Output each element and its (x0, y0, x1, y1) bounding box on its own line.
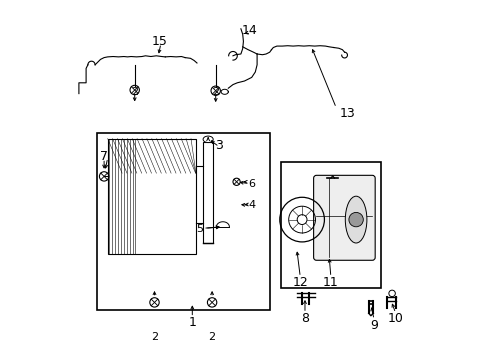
Ellipse shape (345, 196, 366, 243)
Text: 6: 6 (248, 179, 255, 189)
Text: 11: 11 (323, 276, 338, 289)
Bar (107, 139, 196, 254)
Text: 2: 2 (151, 332, 158, 342)
Text: 13: 13 (339, 107, 354, 120)
Bar (97, 133, 269, 310)
Text: 10: 10 (387, 312, 403, 325)
FancyBboxPatch shape (313, 175, 374, 260)
Text: 2: 2 (208, 332, 215, 342)
Ellipse shape (203, 136, 213, 143)
Bar (280, 162, 381, 288)
Text: 2: 2 (212, 87, 219, 97)
Text: 3: 3 (215, 139, 223, 152)
Text: 2: 2 (131, 87, 138, 97)
Text: 15: 15 (152, 35, 167, 48)
Bar (203, 142, 213, 243)
Text: 7: 7 (100, 150, 108, 163)
Bar (234, 202, 241, 207)
Text: 14: 14 (242, 24, 257, 37)
Text: 12: 12 (292, 276, 307, 289)
Text: 5: 5 (196, 224, 203, 234)
Text: 8: 8 (301, 312, 308, 325)
Text: 9: 9 (369, 319, 377, 332)
Circle shape (348, 212, 363, 227)
Text: 4: 4 (247, 200, 255, 210)
Text: 1: 1 (188, 316, 196, 329)
